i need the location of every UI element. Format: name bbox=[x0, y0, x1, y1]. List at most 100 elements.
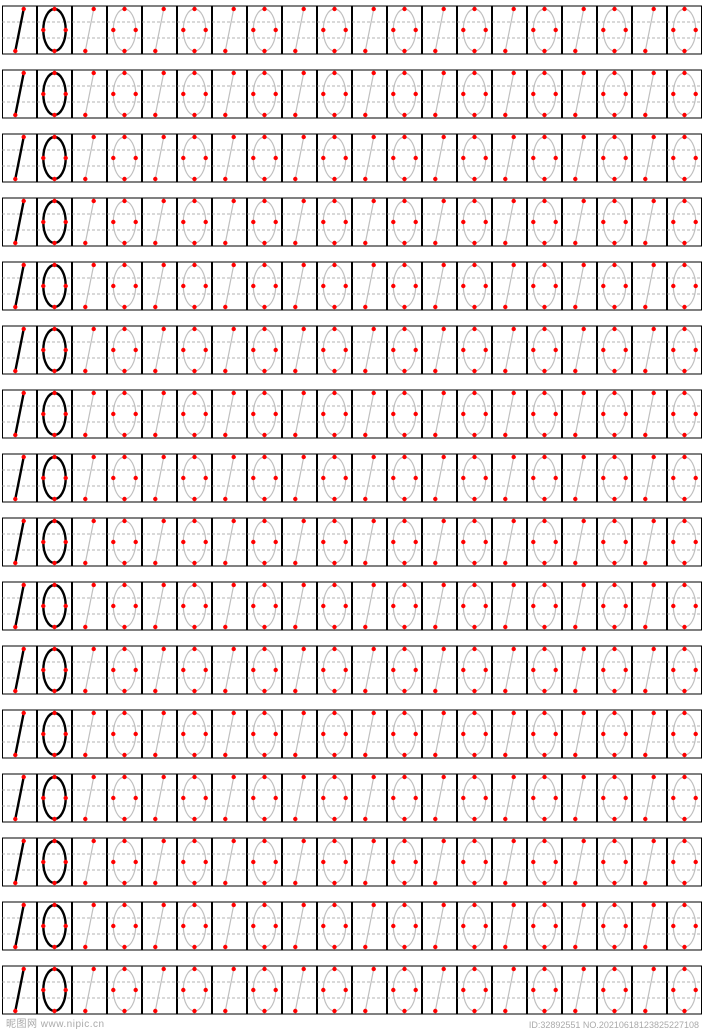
trace-digit-cell bbox=[282, 452, 317, 504]
trace-digit-cell bbox=[177, 580, 212, 632]
trace-digit-cell bbox=[177, 388, 212, 440]
trace-digit-cell bbox=[317, 772, 352, 824]
trace-digit-cell bbox=[247, 900, 282, 952]
practice-row bbox=[2, 196, 703, 248]
trace-digit-cell bbox=[247, 836, 282, 888]
trace-digit-cell bbox=[667, 644, 702, 696]
trace-digit-cell bbox=[107, 68, 142, 120]
trace-digit-cell bbox=[457, 772, 492, 824]
trace-digit-cell bbox=[387, 772, 422, 824]
trace-digit-cell bbox=[282, 4, 317, 56]
practice-row bbox=[2, 324, 703, 376]
trace-digit-cell bbox=[247, 132, 282, 184]
trace-digit-cell bbox=[492, 4, 527, 56]
trace-digit-cell bbox=[597, 452, 632, 504]
trace-digit-cell bbox=[422, 68, 457, 120]
trace-digit-cell bbox=[527, 708, 562, 760]
trace-digit-cell bbox=[632, 964, 667, 1016]
trace-digit-cell bbox=[632, 772, 667, 824]
example-digit-cell bbox=[37, 644, 72, 696]
trace-digit-cell bbox=[527, 580, 562, 632]
example-digit-cell bbox=[2, 388, 37, 440]
trace-digit-cell bbox=[247, 772, 282, 824]
trace-digit-cell bbox=[527, 260, 562, 312]
example-digit-cell bbox=[37, 836, 72, 888]
trace-digit-cell bbox=[492, 772, 527, 824]
trace-digit-cell bbox=[212, 900, 247, 952]
example-digit-cell bbox=[37, 516, 72, 568]
trace-digit-cell bbox=[247, 324, 282, 376]
trace-digit-cell bbox=[667, 708, 702, 760]
trace-digit-cell bbox=[422, 4, 457, 56]
trace-digit-cell bbox=[352, 452, 387, 504]
example-digit-cell bbox=[2, 964, 37, 1016]
trace-digit-cell bbox=[282, 580, 317, 632]
trace-digit-cell bbox=[352, 580, 387, 632]
trace-digit-cell bbox=[597, 132, 632, 184]
watermark-meta: ID:32892551 NO.20210618123825227108 bbox=[529, 1020, 699, 1030]
trace-digit-cell bbox=[247, 196, 282, 248]
practice-row bbox=[2, 516, 703, 568]
trace-digit-cell bbox=[72, 708, 107, 760]
trace-digit-cell bbox=[247, 708, 282, 760]
trace-digit-cell bbox=[667, 516, 702, 568]
trace-digit-cell bbox=[177, 324, 212, 376]
trace-digit-cell bbox=[667, 388, 702, 440]
trace-digit-cell bbox=[212, 68, 247, 120]
trace-digit-cell bbox=[597, 68, 632, 120]
trace-digit-cell bbox=[492, 836, 527, 888]
trace-digit-cell bbox=[107, 260, 142, 312]
trace-digit-cell bbox=[107, 132, 142, 184]
trace-digit-cell bbox=[597, 900, 632, 952]
trace-digit-cell bbox=[107, 964, 142, 1016]
trace-digit-cell bbox=[667, 836, 702, 888]
trace-digit-cell bbox=[142, 4, 177, 56]
trace-digit-cell bbox=[527, 4, 562, 56]
trace-digit-cell bbox=[107, 388, 142, 440]
example-digit-cell bbox=[2, 772, 37, 824]
trace-digit-cell bbox=[212, 580, 247, 632]
trace-digit-cell bbox=[422, 324, 457, 376]
trace-digit-cell bbox=[457, 900, 492, 952]
trace-digit-cell bbox=[527, 324, 562, 376]
trace-digit-cell bbox=[632, 644, 667, 696]
trace-digit-cell bbox=[667, 4, 702, 56]
trace-digit-cell bbox=[107, 4, 142, 56]
trace-digit-cell bbox=[632, 4, 667, 56]
trace-digit-cell bbox=[352, 260, 387, 312]
trace-digit-cell bbox=[527, 964, 562, 1016]
trace-digit-cell bbox=[282, 196, 317, 248]
trace-digit-cell bbox=[422, 836, 457, 888]
trace-digit-cell bbox=[72, 196, 107, 248]
trace-digit-cell bbox=[142, 644, 177, 696]
trace-digit-cell bbox=[177, 132, 212, 184]
trace-digit-cell bbox=[632, 836, 667, 888]
trace-digit-cell bbox=[142, 900, 177, 952]
practice-row bbox=[2, 964, 703, 1016]
trace-digit-cell bbox=[282, 708, 317, 760]
trace-digit-cell bbox=[597, 580, 632, 632]
trace-digit-cell bbox=[387, 516, 422, 568]
trace-digit-cell bbox=[562, 388, 597, 440]
trace-digit-cell bbox=[457, 708, 492, 760]
trace-digit-cell bbox=[632, 900, 667, 952]
trace-digit-cell bbox=[107, 580, 142, 632]
trace-digit-cell bbox=[142, 580, 177, 632]
trace-digit-cell bbox=[562, 260, 597, 312]
trace-digit-cell bbox=[422, 644, 457, 696]
trace-digit-cell bbox=[177, 68, 212, 120]
trace-digit-cell bbox=[177, 964, 212, 1016]
trace-digit-cell bbox=[177, 452, 212, 504]
trace-digit-cell bbox=[142, 68, 177, 120]
trace-digit-cell bbox=[492, 68, 527, 120]
trace-digit-cell bbox=[492, 644, 527, 696]
trace-digit-cell bbox=[492, 964, 527, 1016]
example-digit-cell bbox=[2, 516, 37, 568]
trace-digit-cell bbox=[282, 388, 317, 440]
trace-digit-cell bbox=[142, 964, 177, 1016]
trace-digit-cell bbox=[72, 132, 107, 184]
trace-digit-cell bbox=[72, 388, 107, 440]
trace-digit-cell bbox=[387, 708, 422, 760]
trace-digit-cell bbox=[142, 196, 177, 248]
trace-digit-cell bbox=[142, 388, 177, 440]
